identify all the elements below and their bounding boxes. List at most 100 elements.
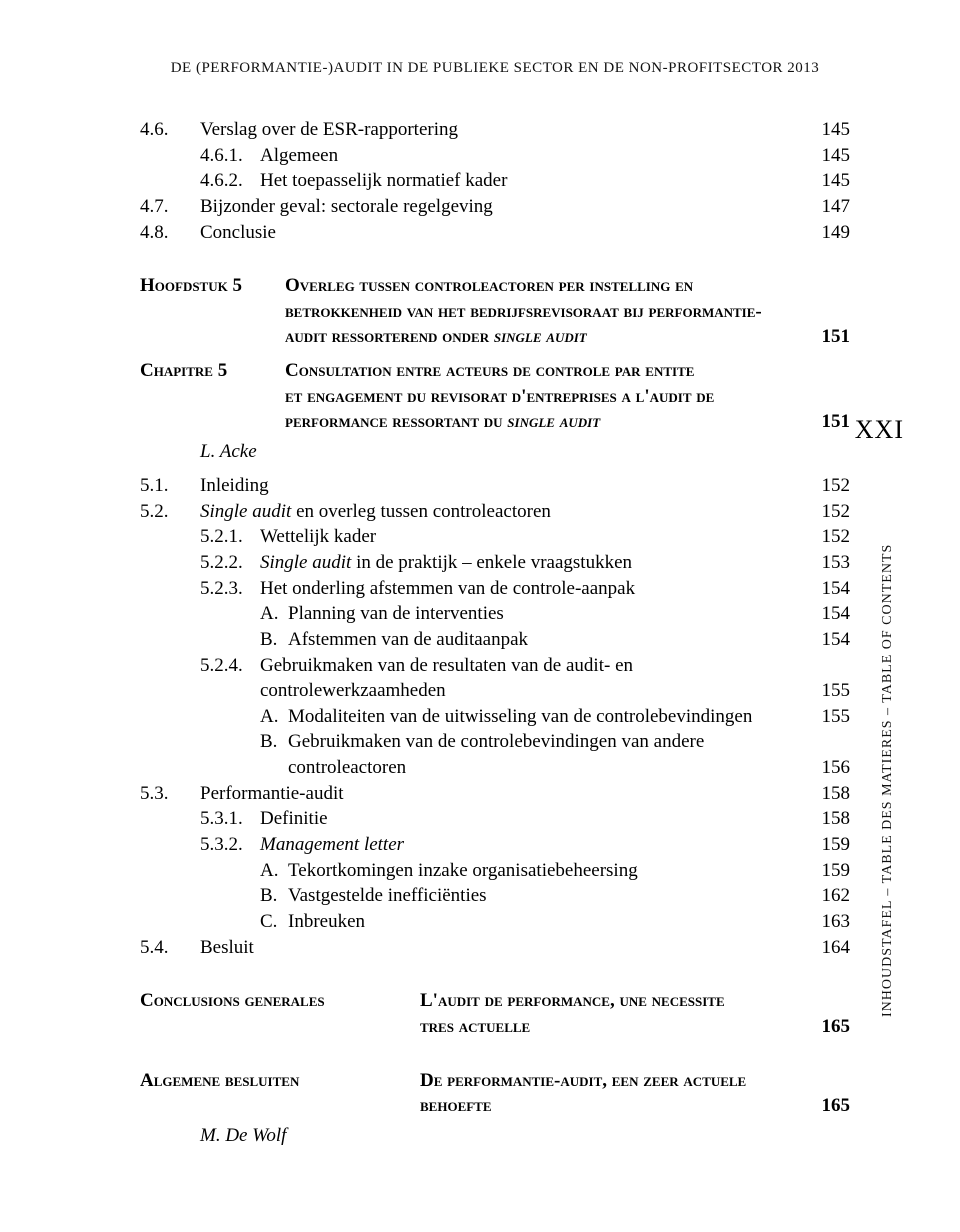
toc-page: 164 bbox=[810, 935, 850, 961]
toc-text: Wettelijk kader bbox=[260, 524, 810, 550]
toc-num: 5.2.3. bbox=[200, 576, 260, 602]
chapter-title-italic: single audit bbox=[494, 326, 587, 347]
toc-line: B. Gebruikmaken van de controlebevinding… bbox=[140, 729, 850, 755]
conclusion-label bbox=[140, 1093, 420, 1119]
toc-line: 5.4. Besluit 164 bbox=[140, 935, 850, 961]
toc-text: Single audit en overleg tussen controlea… bbox=[200, 499, 810, 525]
toc-ab: A. bbox=[260, 858, 288, 884]
conclusion-title-line: tres actuelle bbox=[420, 1014, 810, 1040]
toc-num: 5.2.1. bbox=[200, 524, 260, 550]
toc-text: Algemeen bbox=[260, 143, 810, 169]
toc-page: 159 bbox=[810, 832, 850, 858]
toc-line: B. Afstemmen van de auditaanpak 154 bbox=[140, 627, 850, 653]
toc-ab: B. bbox=[260, 627, 288, 653]
toc-num: 5.3.1. bbox=[200, 806, 260, 832]
toc-line: 5.2.2. Single audit in de praktijk – enk… bbox=[140, 550, 850, 576]
chapter-title-line: betrokkenheid van het bedrijfsrevisoraat… bbox=[285, 299, 810, 325]
toc-ab: A. bbox=[260, 704, 288, 730]
toc-num: 4.6.2. bbox=[200, 168, 260, 194]
toc-page: 159 bbox=[810, 858, 850, 884]
toc-ab: A. bbox=[260, 601, 288, 627]
toc-text: Vastgestelde inefficiënties bbox=[288, 883, 810, 909]
toc-page bbox=[810, 273, 850, 299]
toc-ab: B. bbox=[260, 729, 288, 755]
toc-text: Inbreuken bbox=[288, 909, 810, 935]
toc-num: 5.2.2. bbox=[200, 550, 260, 576]
toc-page bbox=[810, 358, 850, 384]
toc-num: 5.2. bbox=[140, 499, 200, 525]
toc-text: Besluit bbox=[200, 935, 810, 961]
toc-line: 5.3.1. Definitie 158 bbox=[140, 806, 850, 832]
toc-page: 149 bbox=[810, 220, 850, 246]
toc-text-rest: in de praktijk – enkele vraagstukken bbox=[351, 552, 632, 573]
toc-text: controleactoren bbox=[288, 755, 810, 781]
chapter-author: L. Acke bbox=[200, 441, 850, 463]
chapter-5-nl: Hoofdstuk 5 Overleg tussen controleactor… bbox=[140, 273, 850, 350]
toc-text: Tekortkomingen inzake organisatiebeheers… bbox=[288, 858, 810, 884]
toc-line: 5.3. Performantie-audit 158 bbox=[140, 781, 850, 807]
chapter-label: Chapitre 5 bbox=[140, 358, 285, 384]
toc-line: 5.2.4. Gebruikmaken van de resultaten va… bbox=[140, 653, 850, 679]
toc-page: 152 bbox=[810, 473, 850, 499]
toc-line: 4.6. Verslag over de ESR-rapportering 14… bbox=[140, 117, 850, 143]
chapter-title-line: Consultation entre acteurs de controle p… bbox=[285, 358, 810, 384]
conclusion-title-line: De performantie-audit, een zeer actuele bbox=[420, 1068, 810, 1094]
chapter-title-part: performance ressortant du bbox=[285, 411, 503, 432]
toc-page bbox=[810, 1068, 850, 1094]
toc-num: 4.6. bbox=[140, 117, 200, 143]
toc-page: 155 bbox=[810, 678, 850, 704]
toc-line: A. Planning van de interventies 154 bbox=[140, 601, 850, 627]
toc-page: 154 bbox=[810, 627, 850, 653]
toc-num: 4.8. bbox=[140, 220, 200, 246]
toc-num: 4.7. bbox=[140, 194, 200, 220]
side-label-vertical: INHOUDSTAFEL – TABLE DES MATIERES – TABL… bbox=[880, 500, 908, 1060]
toc-text: Definitie bbox=[260, 806, 810, 832]
chapter-title-line: Overleg tussen controleactoren per inste… bbox=[285, 273, 810, 299]
toc-page bbox=[810, 729, 850, 755]
chapter-5-fr: Chapitre 5 Consultation entre acteurs de… bbox=[140, 358, 850, 435]
toc-page: 154 bbox=[810, 601, 850, 627]
toc-page: 151 bbox=[810, 324, 850, 350]
toc-text-italic: Single audit bbox=[200, 501, 291, 522]
toc-page bbox=[810, 384, 850, 410]
chapter-label bbox=[140, 384, 285, 410]
chapter-title-italic: single audit bbox=[507, 411, 600, 432]
conclusion-label: Conclusions generales bbox=[140, 988, 420, 1014]
end-author: M. De Wolf bbox=[200, 1125, 850, 1147]
toc-num: 5.3. bbox=[140, 781, 200, 807]
toc-line: A. Tekortkomingen inzake organisatiebehe… bbox=[140, 858, 850, 884]
running-head: DE (PERFORMANTIE-)AUDIT IN DE PUBLIEKE S… bbox=[140, 60, 850, 77]
chapter-label bbox=[140, 324, 285, 350]
toc-ab: B. bbox=[260, 883, 288, 909]
toc-text: Het toepasselijk normatief kader bbox=[260, 168, 810, 194]
toc-page: 158 bbox=[810, 781, 850, 807]
toc-num: 5.2.4. bbox=[200, 653, 260, 679]
conclusion-title-line: behoefte bbox=[420, 1093, 810, 1119]
toc-page: 145 bbox=[810, 168, 850, 194]
toc-line: A. Modaliteiten van de uitwisseling van … bbox=[140, 704, 850, 730]
toc-text: Performantie-audit bbox=[200, 781, 810, 807]
toc-page: 151 bbox=[810, 409, 850, 435]
toc-text-italic: Management letter bbox=[260, 832, 810, 858]
margin-page-number: XXI bbox=[855, 415, 904, 445]
toc-line: 4.6.1. Algemeen 145 bbox=[140, 143, 850, 169]
toc-text: Single audit in de praktijk – enkele vra… bbox=[260, 550, 810, 576]
chapter-label: Hoofdstuk 5 bbox=[140, 273, 285, 299]
toc-num: 5.3.2. bbox=[200, 832, 260, 858]
toc-page bbox=[810, 988, 850, 1014]
chapter-label bbox=[140, 299, 285, 325]
toc-text-rest: en overleg tussen controleactoren bbox=[291, 501, 551, 522]
toc-num: 4.6.1. bbox=[200, 143, 260, 169]
toc-text: Conclusie bbox=[200, 220, 810, 246]
toc-page: 153 bbox=[810, 550, 850, 576]
toc-line: B. Vastgestelde inefficiënties 162 bbox=[140, 883, 850, 909]
toc-page: 163 bbox=[810, 909, 850, 935]
toc-text: controlewerkzaamheden bbox=[260, 678, 810, 704]
conclusion-title-line: L'audit de performance, une necessite bbox=[420, 988, 810, 1014]
toc-text: Afstemmen van de auditaanpak bbox=[288, 627, 810, 653]
toc-line: 5.2.1. Wettelijk kader 152 bbox=[140, 524, 850, 550]
chapter-title-line: audit ressorterend onder single audit bbox=[285, 324, 810, 350]
toc-line: 5.3.2. Management letter 159 bbox=[140, 832, 850, 858]
toc-text: Inleiding bbox=[200, 473, 810, 499]
toc-line: C. Inbreuken 163 bbox=[140, 909, 850, 935]
